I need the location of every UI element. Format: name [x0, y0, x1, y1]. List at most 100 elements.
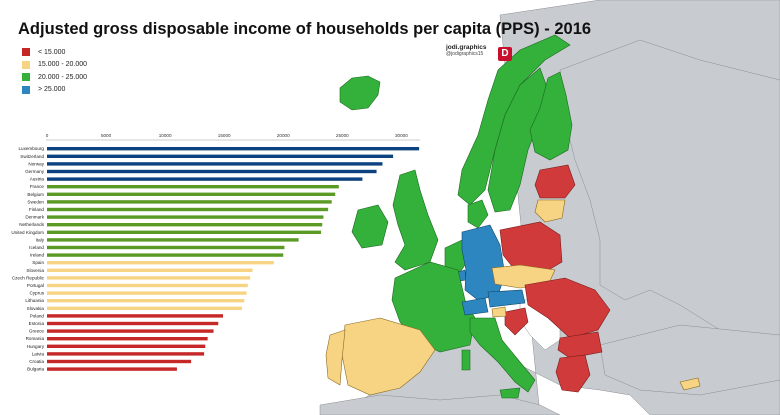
map-poland: [499, 221, 563, 273]
legend-label: > 25.000: [38, 86, 66, 93]
page-title: Adjusted gross disposable income of hous…: [18, 20, 592, 38]
map-sicily: [499, 387, 521, 399]
bar-slovakia: [47, 306, 242, 310]
category-label: Ireland: [30, 253, 44, 258]
bar-romania: [47, 337, 208, 341]
bar-czech-republic: [47, 276, 251, 280]
category-label: Romania: [26, 336, 45, 341]
map-lithuania: [534, 199, 566, 223]
bar-denmark: [47, 215, 324, 219]
map-bulgaria: [557, 331, 603, 359]
map-greece: [555, 354, 591, 393]
bar-latvia: [47, 352, 205, 356]
legend-swatch-red: [22, 48, 30, 56]
category-labels: Luxembourg Switzerland Norway Germany Austri…: [11, 146, 44, 371]
category-label: Slovakia: [27, 306, 45, 311]
category-label: Lithuania: [25, 298, 44, 303]
x-tick-label: 5000: [101, 133, 112, 138]
map-gray-north-africa: [319, 394, 561, 415]
category-label: United Kingdom: [11, 230, 44, 235]
map-ireland: [351, 204, 389, 249]
category-label: Spain: [32, 260, 44, 265]
bars: [47, 147, 420, 371]
bar-estonia: [47, 321, 219, 326]
map-iceland: [339, 75, 381, 111]
map-united-kingdom: [392, 169, 439, 271]
legend-swatch-green: [22, 73, 30, 81]
legend-item-green: 20.000 - 25.000: [22, 71, 87, 83]
category-label: Netherlands: [19, 222, 44, 227]
bar-germany: [47, 169, 377, 174]
category-label: Switzerland: [20, 154, 44, 159]
category-label: Estonia: [29, 321, 45, 326]
brand-name: jodi.graphics: [446, 44, 487, 51]
map-portugal: [325, 329, 346, 386]
x-tick-label: 25000: [336, 133, 349, 138]
legend-item-red: < 15.000: [22, 46, 87, 58]
x-tick-label: 10000: [159, 133, 172, 138]
map-austria: [487, 289, 526, 308]
category-label: Belgium: [27, 192, 44, 197]
bar-lithuania: [47, 299, 245, 303]
bar-hungary: [47, 344, 206, 348]
category-label: Austria: [30, 177, 45, 182]
map-sardinia: [461, 349, 471, 371]
category-label: Poland: [30, 313, 45, 318]
category-label: Denmark: [25, 215, 44, 220]
legend-swatch-blue: [22, 85, 30, 94]
map-hungary-romania: [524, 277, 611, 339]
bar-belgium: [47, 192, 336, 196]
europe-map: [319, 0, 780, 415]
map-cyprus: [679, 377, 701, 391]
category-label: Sweden: [27, 199, 44, 204]
map-gray-east-europe: [559, 39, 780, 341]
bar-netherlands: [47, 223, 323, 227]
bar-luxembourg: [47, 147, 420, 151]
brand-handle: @jodigraphics15: [446, 51, 484, 57]
bar-ireland: [47, 253, 284, 257]
legend: < 15.000 15.000 - 20.000 20.000 - 25.000…: [22, 46, 87, 96]
category-label: Czech Republic: [12, 275, 45, 280]
legend-label: 20.000 - 25.000: [38, 73, 88, 81]
x-tick-label: 20000: [277, 133, 290, 138]
map-croatia: [504, 307, 529, 336]
category-label: Italy: [36, 237, 45, 242]
legend-swatch-yellow: [22, 60, 30, 69]
map-germany: [461, 224, 506, 301]
map-italy: [469, 317, 536, 393]
category-label: Greece: [29, 329, 45, 334]
bar-finland: [47, 207, 329, 212]
bar-iceland: [47, 245, 285, 250]
bar-bulgaria: [47, 367, 177, 371]
category-label: Germany: [25, 169, 45, 174]
map-gray-turkey: [599, 324, 780, 396]
bar-slovenia: [47, 268, 253, 272]
category-label: Bulgaria: [27, 367, 44, 372]
bar-austria: [47, 177, 363, 181]
category-label: Norway: [28, 161, 44, 166]
map-slovenia: [491, 306, 507, 318]
bar-chart: 0 5000 10000 15000 20000 25000 30000 Luxembour…: [11, 133, 420, 372]
legend-label: 15.000 - 20.000: [38, 61, 88, 68]
category-label: Iceland: [29, 245, 44, 250]
brand-watermark: jodi.graphics @jodigraphics15 D: [446, 44, 512, 61]
bar-norway: [47, 162, 383, 166]
map-spain: [341, 317, 436, 396]
legend-item-yellow: 15.000 - 20.000: [22, 59, 87, 71]
category-label: France: [30, 184, 45, 189]
category-label: Slovenia: [26, 268, 44, 273]
map-denmark: [467, 199, 489, 229]
x-axis-ticks: 0 5000 10000 15000 20000 25000 30000: [46, 133, 408, 138]
bar-france: [47, 185, 339, 189]
category-label: Luxembourg: [18, 146, 44, 151]
bar-greece: [47, 329, 214, 333]
bar-sweden: [47, 200, 332, 204]
brand-logo-icon: D: [498, 47, 512, 61]
legend-label: < 15.000: [38, 48, 66, 56]
category-label: Cyprus: [29, 291, 44, 296]
bar-croatia: [47, 359, 192, 364]
category-label: Hungary: [27, 344, 45, 349]
map-finland: [529, 71, 573, 161]
bar-switzerland: [47, 154, 394, 158]
